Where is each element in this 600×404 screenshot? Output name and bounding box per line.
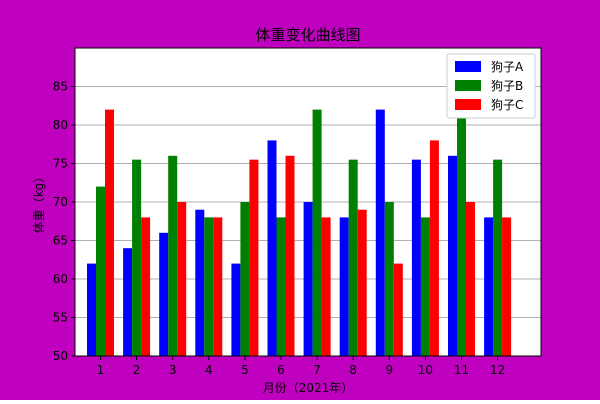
x-tick-label: 5 — [241, 363, 249, 377]
bar-狗子B-6 — [276, 217, 286, 356]
bar-狗子C-7 — [321, 217, 331, 356]
legend: 狗子A 狗子B 狗子C — [446, 53, 536, 119]
legend-label: 狗子B — [491, 79, 523, 93]
bar-狗子C-5 — [249, 159, 259, 356]
bar-狗子A-6 — [267, 140, 277, 356]
bar-狗子C-10 — [429, 140, 439, 356]
y-tick-label: 60 — [53, 272, 68, 286]
bar-狗子A-9 — [375, 109, 385, 356]
x-axis: 1 2 3 4 5 6 7 8 9 10 11 12 — [97, 356, 505, 377]
x-tick-label: 1 — [97, 363, 105, 377]
x-tick-label: 4 — [205, 363, 213, 377]
bar-狗子C-1 — [105, 109, 114, 356]
bar-狗子C-4 — [213, 217, 223, 356]
bar-狗子A-5 — [231, 263, 241, 356]
bar-狗子B-3 — [168, 155, 178, 356]
y-tick-label: 85 — [53, 80, 68, 94]
y-axis: 50 55 60 65 70 75 80 85 — [53, 80, 75, 363]
x-tick-label: 9 — [385, 363, 393, 377]
legend-swatch-狗子B — [455, 80, 481, 91]
x-tick-label: 7 — [313, 363, 321, 377]
x-tick-label: 12 — [490, 363, 505, 377]
bar-狗子B-2 — [132, 159, 142, 356]
bar-狗子B-9 — [384, 202, 394, 356]
bar-狗子C-11 — [466, 202, 475, 356]
bar-狗子A-4 — [195, 209, 205, 356]
legend-label: 狗子C — [491, 98, 523, 112]
bar-狗子A-3 — [159, 232, 169, 356]
bar-狗子B-1 — [96, 186, 105, 356]
bar-狗子A-10 — [411, 159, 421, 356]
bar-狗子C-9 — [393, 263, 403, 356]
x-tick-label: 6 — [277, 363, 285, 377]
bar-狗子A-8 — [339, 217, 349, 356]
bar-狗子B-5 — [240, 202, 250, 356]
legend-swatch-狗子C — [455, 99, 481, 110]
bar-狗子B-10 — [420, 217, 430, 356]
bar-狗子B-7 — [312, 109, 322, 356]
x-axis-label: 月份（2021年） — [263, 381, 354, 395]
x-tick-label: 3 — [169, 363, 177, 377]
y-tick-label: 70 — [53, 195, 68, 209]
bar-狗子C-2 — [141, 217, 151, 356]
bar-狗子C-12 — [502, 217, 512, 356]
x-tick-label: 11 — [454, 363, 469, 377]
legend-swatch-狗子A — [455, 61, 481, 72]
bar-狗子A-7 — [303, 202, 313, 356]
bar-狗子B-11 — [457, 109, 466, 356]
x-tick-label: 10 — [418, 363, 433, 377]
bar-狗子C-3 — [177, 202, 187, 356]
bar-狗子C-8 — [357, 209, 367, 356]
x-tick-label: 2 — [133, 363, 141, 377]
bar-狗子A-2 — [123, 248, 133, 356]
y-tick-label: 75 — [53, 157, 68, 171]
bar-狗子A-12 — [484, 217, 494, 356]
bar-狗子A-1 — [87, 263, 96, 356]
y-axis-label: 体重（kg） — [32, 171, 46, 234]
chart-title: 体重变化曲线图 — [255, 26, 360, 44]
x-tick-label: 8 — [349, 363, 357, 377]
y-tick-label: 65 — [53, 234, 68, 248]
legend-label: 狗子A — [491, 60, 524, 74]
y-tick-label: 50 — [53, 349, 68, 363]
bar-狗子B-8 — [348, 159, 358, 356]
bar-狗子B-4 — [204, 217, 214, 356]
bars — [87, 109, 512, 356]
y-tick-label: 55 — [53, 311, 68, 325]
bar-狗子C-6 — [285, 155, 295, 356]
y-tick-label: 80 — [53, 118, 68, 132]
bar-狗子B-12 — [493, 159, 503, 356]
bar-狗子A-11 — [448, 155, 457, 356]
